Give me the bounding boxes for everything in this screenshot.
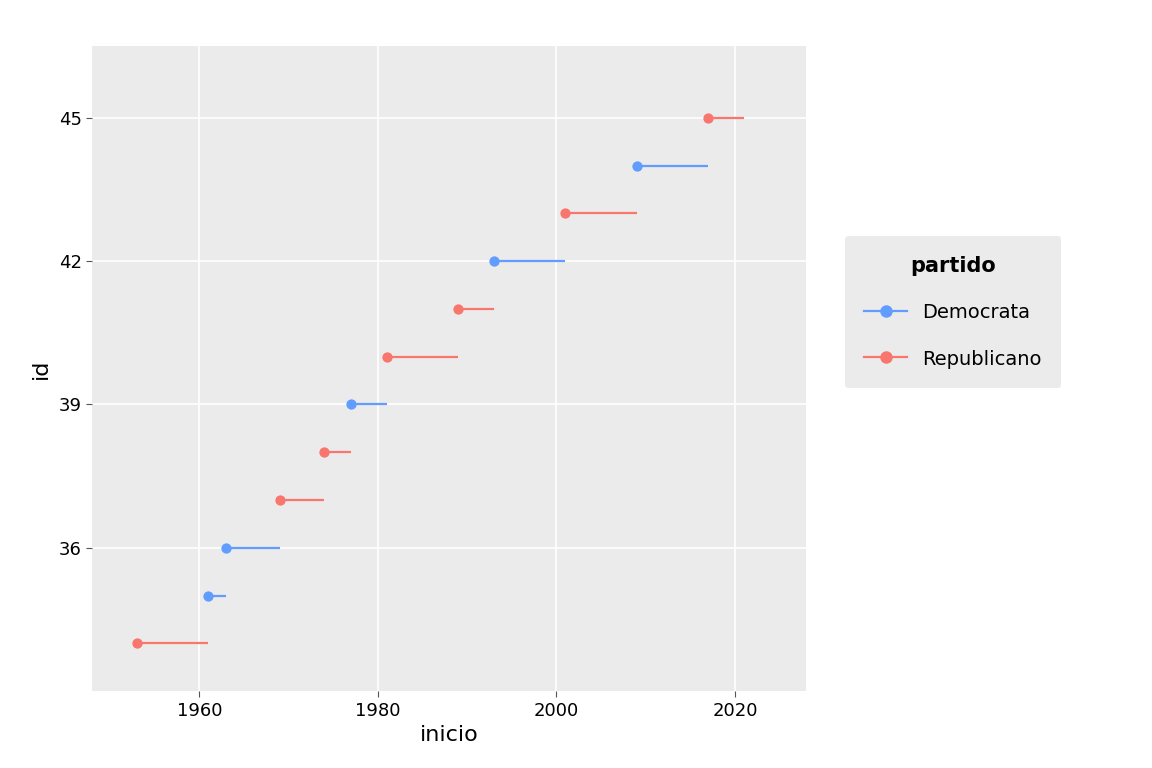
Point (378, 350, 396, 362)
Legend: Democrata, Republicano: Democrata, Republicano (844, 237, 1061, 389)
Point (316, 446, 334, 458)
Point (342, 399, 361, 411)
Point (699, 111, 718, 124)
Point (449, 303, 468, 315)
Point (199, 590, 218, 602)
Y-axis label: id: id (30, 359, 51, 379)
Point (628, 160, 646, 172)
Point (271, 494, 289, 506)
Point (217, 541, 235, 554)
Point (485, 255, 503, 267)
Point (556, 207, 575, 220)
Point (128, 637, 146, 650)
X-axis label: inicio: inicio (420, 725, 478, 745)
